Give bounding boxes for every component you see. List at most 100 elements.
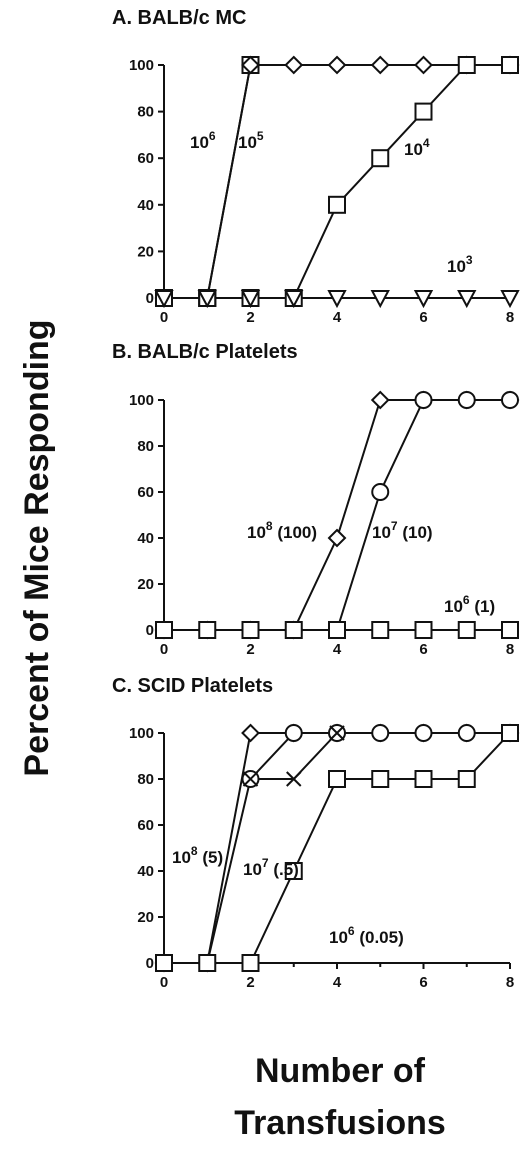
y-tick-label: 0 [146, 290, 154, 307]
data-point-circle [414, 724, 433, 742]
y-tick-label: 40 [137, 863, 154, 880]
x-tick-label: 8 [506, 641, 514, 658]
y-tick-label: 20 [137, 909, 154, 926]
panel-title: C. SCID Platelets [112, 675, 273, 697]
data-point-triangle-down [457, 290, 477, 309]
y-tick-label: 40 [137, 197, 154, 214]
data-point-square [328, 621, 346, 639]
data-point-square [457, 621, 476, 639]
data-point-triangle-down [284, 290, 304, 309]
x-tick-label: 0 [160, 641, 168, 658]
chart-panel: A. BALB/c MC 0 20 40 60 80 100 0 2 4 6 8 106 105 104 10… [112, 7, 520, 326]
data-point-circle [501, 391, 519, 409]
series-label: 106 (1) [444, 593, 495, 616]
y-tick-label: 60 [137, 817, 154, 834]
data-point-triangle-down [500, 290, 520, 309]
x-tick-label: 6 [419, 641, 427, 658]
data-point-circle [371, 724, 390, 742]
data-point-circle [414, 391, 433, 409]
series-label: 106 [190, 129, 216, 152]
x-tick-label: 4 [333, 641, 342, 658]
chart-panel: C. SCID Platelets 0 20 40 60 80 100 0 2 4 6 8 108 (5… [112, 675, 520, 991]
data-point-square [414, 102, 433, 121]
series-label: 106 (0.05) [329, 924, 404, 947]
x-tick-label: 6 [419, 309, 427, 326]
series-label: 104 [404, 136, 430, 159]
x-axis-label-line1: Number of [255, 1052, 426, 1090]
data-point-circle [371, 483, 390, 501]
data-point-square [241, 954, 260, 972]
data-point-triangle-down [413, 290, 434, 309]
data-point-square [501, 621, 519, 639]
x-axis-label-line2: Transfusions [234, 1104, 446, 1142]
data-point-diamond [414, 55, 433, 75]
data-point-square [501, 724, 519, 742]
data-point-x [329, 725, 345, 741]
data-point-square [501, 56, 519, 74]
x-tick-label: 0 [160, 974, 168, 991]
x-tick-label: 4 [333, 974, 342, 991]
y-tick-label: 20 [137, 243, 154, 260]
data-point-triangle-down [370, 290, 390, 309]
data-point-diamond [370, 390, 390, 410]
data-point-circle [457, 724, 476, 742]
data-point-square [198, 954, 217, 972]
data-point-circle [284, 724, 303, 742]
data-point-square [371, 621, 390, 639]
data-point-diamond [241, 723, 260, 743]
chart-panel: B. BALB/c Platelets 0 20 40 60 80 100 0 2 4 6 8 108 … [112, 341, 520, 658]
series-line [164, 64, 252, 299]
data-point-square [328, 195, 346, 214]
series-label: 107 (.5) [243, 856, 299, 879]
data-point-square [414, 770, 433, 788]
data-point-square [328, 770, 346, 788]
data-point-square [241, 621, 260, 639]
x-tick-label: 0 [160, 309, 168, 326]
y-tick-label: 40 [137, 530, 154, 547]
series-label: 108 (5) [172, 844, 223, 867]
series-line [164, 399, 510, 631]
series-label: 107 (10) [372, 519, 433, 542]
data-point-square [155, 954, 173, 972]
x-tick-label: 2 [246, 974, 254, 991]
panel-title: B. BALB/c Platelets [112, 341, 298, 363]
x-tick-label: 2 [246, 309, 254, 326]
data-point-square [155, 621, 173, 639]
y-tick-label: 80 [137, 771, 154, 788]
x-tick-label: 8 [506, 309, 514, 326]
data-point-x [286, 771, 302, 787]
data-point-diamond [327, 528, 347, 548]
data-point-square [414, 621, 433, 639]
data-point-triangle-down [154, 290, 174, 309]
data-point-triangle-down [240, 290, 261, 309]
x-tick-label: 8 [506, 974, 514, 991]
y-tick-label: 60 [137, 150, 154, 167]
series-label: 105 [238, 129, 264, 152]
series-label: 108 (100) [247, 519, 317, 542]
data-point-x [242, 771, 259, 787]
x-tick-label: 2 [246, 641, 254, 658]
data-point-triangle-down [197, 290, 217, 309]
y-tick-label: 80 [137, 438, 154, 455]
data-point-circle [457, 391, 476, 409]
series-line [164, 399, 510, 631]
y-tick-label: 100 [129, 392, 154, 409]
x-tick-label: 4 [333, 309, 342, 326]
y-tick-label: 100 [129, 725, 154, 742]
y-tick-label: 20 [137, 576, 154, 593]
y-tick-label: 100 [129, 57, 154, 74]
data-point-diamond [241, 55, 260, 75]
data-point-square [371, 149, 390, 168]
y-tick-label: 0 [146, 622, 154, 639]
data-point-square [284, 862, 303, 880]
data-point-square [284, 621, 303, 639]
y-axis-label: Percent of Mice Responding [18, 319, 56, 776]
x-tick-label: 6 [419, 974, 427, 991]
data-point-diamond [370, 55, 390, 75]
data-point-triangle-down [327, 290, 347, 309]
data-point-square [198, 621, 217, 639]
data-point-diamond [284, 55, 304, 75]
data-point-diamond [327, 55, 347, 75]
data-point-square [457, 56, 476, 74]
